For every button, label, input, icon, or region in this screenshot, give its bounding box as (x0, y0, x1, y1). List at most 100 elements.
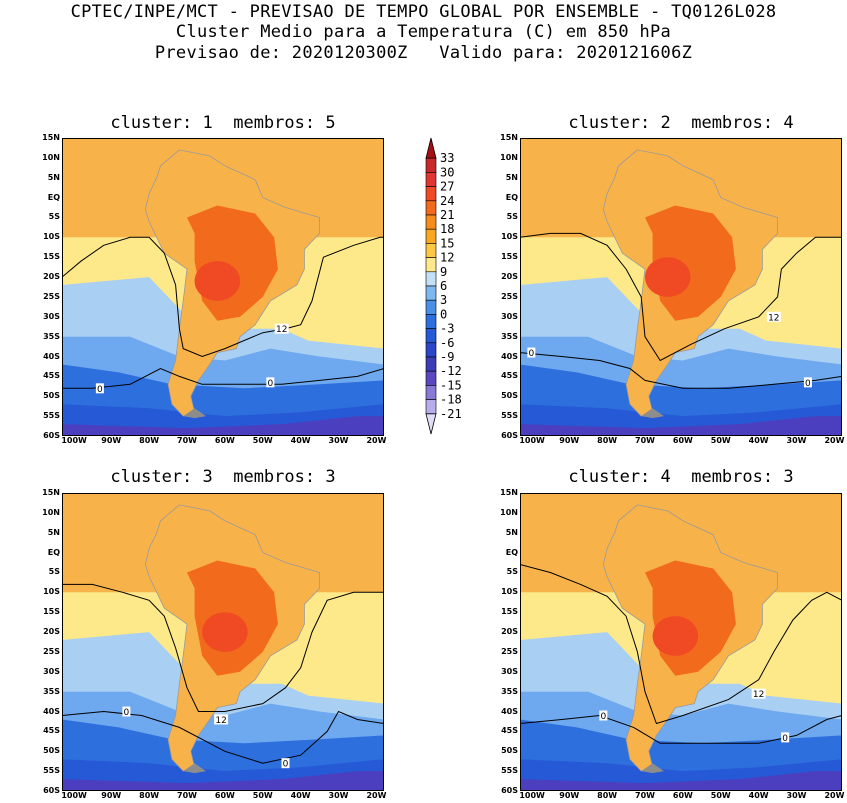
lat-tick-label: 35S (43, 686, 60, 696)
colorbar-swatch (425, 328, 437, 344)
colorbar-level-label: 6 (440, 279, 447, 293)
colorbar-swatch (425, 228, 437, 244)
contour-0-label-bg (781, 732, 790, 743)
lat-tick-label: 45S (501, 726, 518, 736)
lat-tick-label: EQ (505, 547, 518, 557)
colorbar-level-label: -18 (440, 393, 462, 407)
lat-tick-label: 45S (43, 726, 60, 736)
colorbar-level-label: 9 (440, 265, 447, 279)
colorbar-level-label: -21 (440, 407, 462, 421)
lon-tick-label: 80W (139, 436, 160, 445)
lat-tick-label: 10N (500, 152, 518, 162)
temperature-map-cluster-1: 12 0 0 (62, 138, 384, 436)
lon-tick-label: 40W (748, 791, 769, 800)
colorbar-bottom-arrow (425, 413, 437, 435)
map-frame (62, 493, 384, 791)
lat-tick-label: 30S (501, 311, 518, 321)
colorbar-swatch (425, 157, 437, 173)
tierra-del-fuego (641, 763, 664, 774)
colorbar-swatch (425, 172, 437, 187)
lat-tick-label: 45S (501, 371, 518, 381)
coldest-band (520, 416, 842, 436)
lat-tick-label: 50S (43, 391, 60, 401)
lon-tick-label: 100W (519, 436, 545, 445)
lat-tick-label: 15S (501, 252, 518, 262)
tierra-del-fuego (183, 408, 206, 419)
colorbar-swatch (425, 186, 437, 202)
contour-0-label-bg (95, 383, 104, 394)
hot-core-region (194, 261, 241, 301)
lat-tick-label: 50S (501, 391, 518, 401)
colorbar-top-arrow (425, 137, 437, 159)
lon-tick-label: 40W (290, 791, 311, 800)
contour-0-label: 0 (805, 379, 811, 389)
contour-12-label-bg (274, 323, 289, 334)
colorbar-swatch (425, 200, 437, 216)
lat-tick-label: 15N (500, 133, 518, 142)
lat-tick-label: 5S (48, 567, 60, 577)
lat-tick-label: 10S (501, 232, 518, 242)
lat-tick-label: 60S (43, 786, 60, 795)
contour-0-label: 0 (782, 734, 788, 744)
lat-tick-label: EQ (505, 192, 518, 202)
lat-tick-label: EQ (47, 547, 60, 557)
colorbar-level-label: 18 (440, 222, 454, 236)
lon-tick-label: 70W (635, 436, 655, 445)
temperature-map-cluster-3: 12 0 0 (62, 493, 384, 791)
lon-tick-label: 50W (252, 791, 273, 800)
lon-tick-label: 80W (139, 791, 160, 800)
lat-tick-label: 5S (48, 212, 60, 222)
lat-tick-label: 20S (43, 272, 60, 282)
contour-0-label: 0 (528, 349, 534, 359)
lat-tick-label: 10N (42, 507, 60, 517)
lon-tick-label: 70W (177, 791, 197, 800)
lat-tick-label: 40S (43, 351, 60, 361)
contour-0-label: 0 (267, 379, 273, 389)
lat-tick-label: 40S (501, 351, 518, 361)
contour-12-label: 12 (276, 325, 287, 335)
contour-0-label-bg (803, 377, 812, 388)
contour-12-label: 12 (753, 690, 764, 700)
lat-tick-label: 5N (505, 527, 518, 537)
map-frame (520, 138, 842, 436)
lat-tick-label: 30S (501, 666, 518, 676)
lat-tick-label: 15S (501, 607, 518, 617)
colorbar-swatch (425, 314, 437, 329)
lat-tick-label: 15N (42, 488, 60, 497)
colorbar-level-label: -15 (440, 378, 462, 392)
coldest-band (62, 416, 384, 436)
lat-tick-label: 50S (43, 746, 60, 756)
lat-tick-label: 10S (43, 587, 60, 597)
lat-tick-label: 55S (43, 411, 60, 421)
contour-12 (520, 232, 842, 362)
panel-1-title: cluster: 1 membros: 5 (110, 113, 336, 133)
panel-3-title: cluster: 3 membros: 3 (110, 467, 336, 487)
hot-core-region (645, 257, 691, 297)
lon-tick-label: 60W (672, 436, 693, 445)
lon-tick-label: 20W (824, 436, 845, 445)
lat-tick-label: 40S (501, 706, 518, 716)
lon-tick-label: 30W (328, 436, 349, 445)
colorbar-level-label: 12 (440, 251, 454, 265)
tierra-del-fuego (641, 408, 664, 419)
colorbar-swatch (425, 257, 437, 273)
lat-tick-label: 35S (43, 331, 60, 341)
lat-tick-label: 10N (42, 152, 60, 162)
contour-0-label-bg (266, 377, 275, 388)
lon-tick-label: 20W (824, 791, 845, 800)
contour-0 (62, 367, 384, 389)
lon-tick-label: 100W (519, 791, 545, 800)
lon-tick-label: 90W (101, 436, 122, 445)
lat-tick-label: 55S (43, 766, 60, 776)
colorbar-level-label: 27 (440, 180, 454, 194)
lon-tick-label: 100W (61, 791, 87, 800)
lon-tick-label: 30W (786, 791, 807, 800)
lat-tick-label: 40S (43, 706, 60, 716)
contour-0-label: 0 (283, 760, 289, 770)
lon-tick-label: 90W (559, 436, 580, 445)
panel-2-title: cluster: 2 membros: 4 (568, 113, 794, 133)
contour-0-label-bg (122, 706, 131, 717)
lon-tick-label: 60W (672, 791, 693, 800)
lat-tick-label: 25S (43, 646, 60, 656)
lon-tick-label: 40W (748, 436, 769, 445)
